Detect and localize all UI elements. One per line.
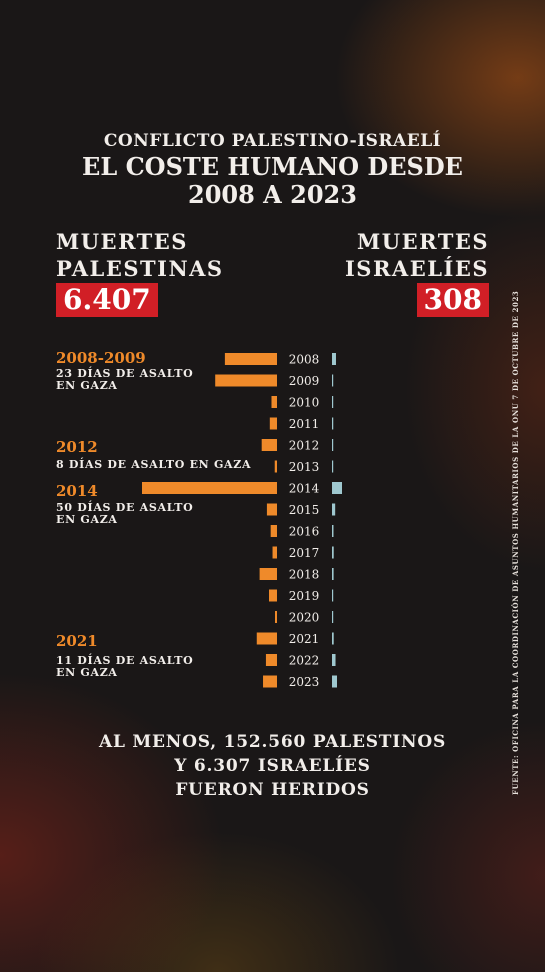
annotation-text-2008-2009: 23 DÍAS DE ASALTO EN GAZA — [56, 368, 193, 392]
palestinian-bar-2019 — [269, 589, 277, 602]
annotation-text-line: 50 DÍAS DE ASALTO — [56, 501, 194, 514]
year-label-2018: 2018 — [289, 568, 320, 582]
israeli-bar-2014 — [332, 482, 342, 494]
source-text: FUENTE: OFICINA PARA LA COORDINACIÓN DE … — [511, 290, 520, 795]
injured-summary: AL MENOS, 152.560 PALESTINOS Y 6.307 ISR… — [0, 730, 545, 802]
annotation-text-2012: 8 DÍAS DE ASALTO EN GAZA — [56, 459, 251, 471]
palestinian-label-line-1: MUERTES — [56, 229, 188, 254]
palestinian-deaths-total: 6.407 — [56, 283, 158, 317]
israeli-bar-2019 — [332, 589, 334, 602]
israeli-bar-2018 — [332, 568, 334, 580]
annotation-text-line: 8 DÍAS DE ASALTO EN GAZA — [56, 458, 252, 471]
annotation-text-line: EN GAZA — [56, 666, 118, 679]
year-label-2017: 2017 — [289, 546, 320, 560]
year-label-2016: 2016 — [289, 525, 320, 539]
israeli-bar-2012 — [332, 439, 334, 451]
israeli-bar-2013 — [332, 460, 334, 473]
palestinian-bar-2020 — [275, 611, 277, 623]
palestinian-deaths-label: MUERTES PALESTINAS — [56, 228, 224, 282]
year-label-2010: 2010 — [289, 396, 320, 410]
year-label-2022: 2022 — [289, 654, 320, 668]
year-label-2014: 2014 — [289, 482, 320, 496]
year-label-2013: 2013 — [289, 460, 320, 474]
palestinian-bar-2012 — [261, 439, 277, 451]
injured-line-3: FUERON HERIDOS — [175, 780, 370, 800]
israeli-bar-2022 — [332, 654, 336, 666]
palestinian-bar-2021 — [256, 632, 277, 645]
palestinian-bar-2010 — [271, 396, 277, 408]
title-line-3: 2008 A 2023 — [188, 180, 357, 209]
palestinian-bar-2016 — [270, 525, 277, 537]
israeli-bar-2009 — [332, 374, 334, 387]
palestinian-bar-2015 — [266, 503, 277, 516]
palestinian-bar-2011 — [269, 417, 277, 430]
israeli-deaths-total: 308 — [416, 283, 489, 317]
israeli-label-line-1: MUERTES — [357, 229, 489, 254]
israeli-deaths-label: MUERTES ISRAELÍES — [345, 228, 489, 282]
annotation-text-line: 23 DÍAS DE ASALTO — [56, 367, 194, 380]
israeli-bar-2008 — [332, 353, 336, 365]
source-note: FUENTE: OFICINA PARA LA COORDINACIÓN DE … — [511, 290, 521, 800]
year-label-2012: 2012 — [289, 439, 320, 453]
annotation-text-line: EN GAZA — [56, 513, 118, 526]
title-line-1: CONFLICTO PALESTINO-ISRAELÍ — [103, 131, 442, 151]
year-label-2020: 2020 — [289, 611, 320, 625]
annotation-year-2012: 2012 — [56, 438, 98, 456]
title-line-2: EL COSTE HUMANO DESDE — [82, 152, 463, 181]
injured-line-2: Y 6.307 ISRAELÍES — [174, 756, 371, 776]
israeli-bar-2023 — [332, 675, 337, 688]
annotation-year-2008-2009: 2008-2009 — [56, 349, 146, 367]
palestinian-bar-2013 — [274, 460, 277, 473]
israeli-bar-2017 — [332, 546, 334, 559]
annotation-text-line: EN GAZA — [56, 379, 118, 392]
palestinian-bar-2008 — [224, 353, 277, 365]
annotation-year-2021: 2021 — [56, 632, 98, 650]
deaths-bar-chart: 2008 2009 2010 2011 2012 2013 2014 2015 2016 2017… — [142, 353, 342, 689]
israeli-bar-2021 — [332, 632, 334, 645]
palestinian-bar-2018 — [259, 568, 277, 580]
year-label-2015: 2015 — [289, 503, 320, 517]
palestinian-bar-2023 — [263, 675, 277, 688]
annotation-year-2014: 2014 — [56, 482, 98, 500]
injured-line-1: AL MENOS, 152.560 PALESTINOS — [98, 732, 447, 752]
israeli-bar-2011 — [332, 417, 334, 430]
israeli-bar-2020 — [332, 611, 334, 623]
palestinian-bar-2009 — [215, 374, 277, 387]
year-label-2008: 2008 — [289, 353, 320, 367]
palestinian-bar-2022 — [265, 654, 277, 666]
israeli-bar-2010 — [332, 396, 334, 408]
israeli-bar-2016 — [332, 525, 334, 537]
year-label-2009: 2009 — [289, 374, 320, 388]
palestinian-bar-2017 — [272, 546, 277, 559]
year-label-2011: 2011 — [289, 417, 320, 431]
palestinian-bar-2014 — [142, 482, 277, 494]
israeli-bar-2015 — [332, 503, 336, 516]
annotation-text-line: 11 DÍAS DE ASALTO — [56, 654, 194, 667]
israeli-label-line-2: ISRAELÍES — [344, 256, 489, 281]
year-label-2023: 2023 — [289, 675, 320, 689]
year-label-2019: 2019 — [289, 589, 320, 603]
palestinian-label-line-2: PALESTINAS — [56, 256, 224, 281]
year-label-2021: 2021 — [289, 632, 320, 646]
annotation-text-2021: 11 DÍAS DE ASALTO EN GAZA — [56, 655, 193, 679]
annotation-text-2014: 50 DÍAS DE ASALTO EN GAZA — [56, 502, 193, 526]
